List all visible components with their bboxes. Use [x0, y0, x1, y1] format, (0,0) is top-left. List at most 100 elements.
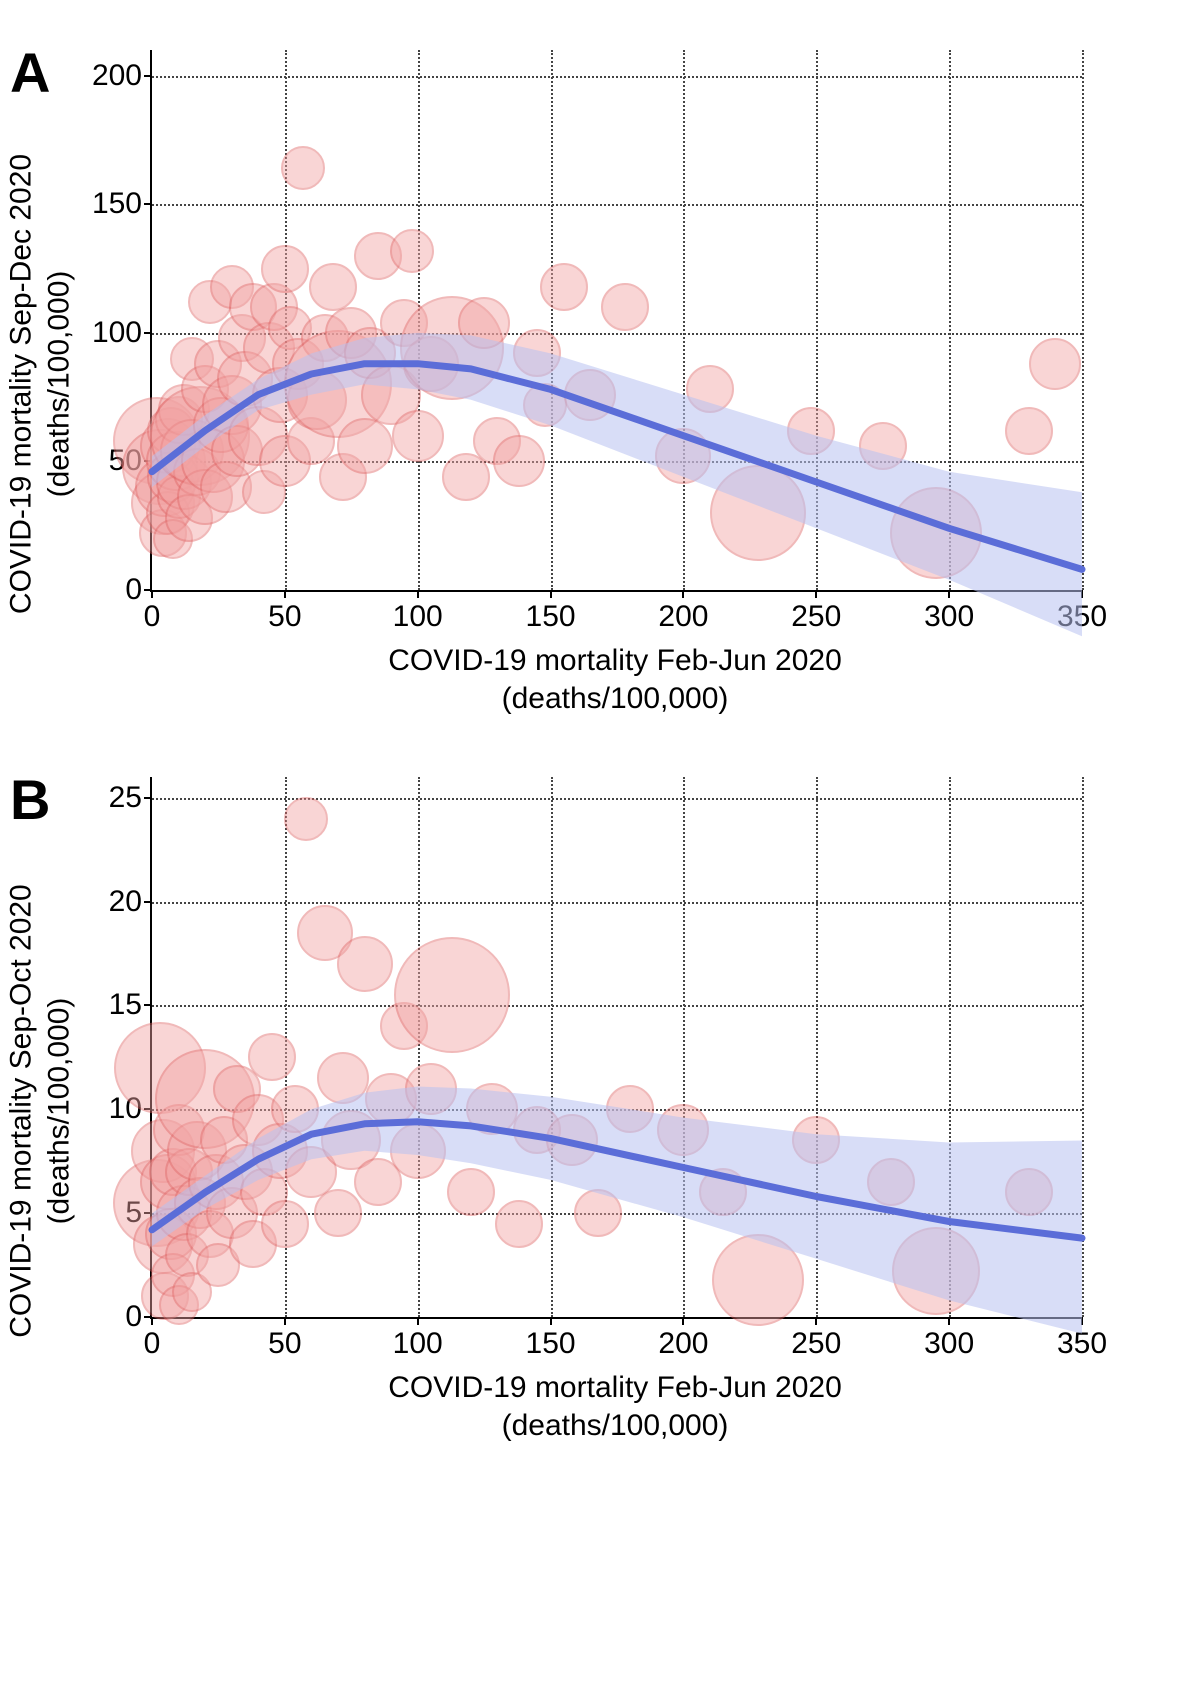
bubble — [859, 422, 907, 470]
tick-label-y: 0 — [125, 1300, 142, 1334]
tick-label-x: 300 — [924, 1327, 974, 1361]
figure-container: ACOVID-19 mortality Sep-Dec 2020(deaths/… — [20, 50, 1161, 1444]
tick-x — [1081, 590, 1083, 598]
tick-label-y: 150 — [92, 187, 142, 221]
y-axis-title: COVID-19 mortality Sep-Oct 2020(deaths/1… — [3, 884, 78, 1338]
tick-x — [948, 590, 950, 598]
bubble — [405, 1063, 457, 1115]
grid-v — [551, 50, 553, 590]
tick-label-x: 350 — [1057, 600, 1107, 634]
tick-label-x: 250 — [791, 600, 841, 634]
panel-label: A — [10, 40, 50, 105]
x-axis-title: COVID-19 mortality Feb-Jun 2020(deaths/1… — [150, 1369, 1080, 1444]
bubble — [574, 1189, 622, 1237]
bubble — [540, 263, 588, 311]
tick-label-y: 200 — [92, 59, 142, 93]
tick-y — [144, 203, 152, 205]
tick-label-x: 200 — [658, 1327, 708, 1361]
x-axis-title: COVID-19 mortality Feb-Jun 2020(deaths/1… — [150, 642, 1080, 717]
panel-B: BCOVID-19 mortality Sep-Oct 2020(deaths/… — [20, 777, 1161, 1444]
tick-x — [682, 1317, 684, 1325]
tick-x — [284, 1317, 286, 1325]
plot-area: 0510152025050100150200250300350 — [150, 777, 1082, 1319]
bubble — [248, 1033, 296, 1081]
bubble — [712, 1234, 804, 1326]
tick-label-y: 20 — [109, 885, 142, 919]
bubble — [867, 1158, 915, 1206]
tick-label-y: 100 — [92, 316, 142, 350]
bubble — [523, 383, 567, 427]
tick-x — [284, 590, 286, 598]
bubble — [657, 1104, 709, 1156]
bubble — [309, 263, 357, 311]
grid-v — [1082, 50, 1084, 590]
tick-label-x: 50 — [268, 600, 301, 634]
tick-y — [144, 75, 152, 77]
bubble — [390, 1123, 446, 1179]
grid-h — [152, 902, 1082, 904]
bubble — [392, 410, 444, 462]
tick-label-x: 100 — [393, 1327, 443, 1361]
tick-x — [948, 1317, 950, 1325]
grid-v — [816, 50, 818, 590]
grid-v — [418, 777, 420, 1317]
grid-h — [152, 1005, 1082, 1007]
tick-x — [550, 590, 552, 598]
tick-x — [1081, 1317, 1083, 1325]
bubble — [513, 329, 561, 377]
bubble — [314, 1189, 362, 1237]
tick-label-x: 0 — [144, 600, 161, 634]
tick-y — [144, 901, 152, 903]
bubble — [892, 1227, 980, 1315]
tick-label-x: 50 — [268, 1327, 301, 1361]
grid-v — [683, 777, 685, 1317]
bubble — [546, 1114, 598, 1166]
bubble — [699, 1168, 747, 1216]
grid-v — [1082, 777, 1084, 1317]
bubble — [271, 1085, 319, 1133]
bubble — [792, 1116, 840, 1164]
tick-x — [417, 590, 419, 598]
tick-label-x: 200 — [658, 600, 708, 634]
bubble — [394, 937, 510, 1053]
bubble — [493, 435, 545, 487]
tick-label-x: 250 — [791, 1327, 841, 1361]
tick-label-y: 0 — [125, 573, 142, 607]
tick-label-y: 25 — [109, 781, 142, 815]
bubble — [710, 465, 806, 561]
grid-v — [816, 777, 818, 1317]
panel-A: ACOVID-19 mortality Sep-Dec 2020(deaths/… — [20, 50, 1161, 717]
bubble — [601, 283, 649, 331]
grid-h — [152, 76, 1082, 78]
grid-h — [152, 798, 1082, 800]
bubble — [317, 1052, 369, 1104]
tick-label-x: 100 — [393, 600, 443, 634]
bubble — [1005, 1168, 1053, 1216]
bubble — [390, 229, 434, 273]
tick-label-x: 0 — [144, 1327, 161, 1361]
tick-x — [417, 1317, 419, 1325]
bubble — [261, 1200, 309, 1248]
bubble — [606, 1085, 654, 1133]
bubble — [890, 487, 982, 579]
bubble — [337, 936, 393, 992]
grid-h — [152, 204, 1082, 206]
tick-x — [682, 590, 684, 598]
grid-v — [683, 50, 685, 590]
plot-area: 050100150200050100150200250300350 — [150, 50, 1082, 592]
bubble — [284, 797, 328, 841]
tick-y — [144, 332, 152, 334]
y-axis-title: COVID-19 mortality Sep-Dec 2020(deaths/1… — [3, 153, 78, 613]
panel-label: B — [10, 767, 50, 832]
bubble — [458, 297, 510, 349]
tick-label-x: 350 — [1057, 1327, 1107, 1361]
tick-label-x: 150 — [526, 1327, 576, 1361]
tick-y — [144, 797, 152, 799]
bubble — [1005, 407, 1053, 455]
plot-wrap: COVID-19 mortality Sep-Oct 2020(deaths/1… — [150, 777, 1161, 1444]
plot-wrap: COVID-19 mortality Sep-Dec 2020(deaths/1… — [150, 50, 1161, 717]
bubble — [447, 1168, 495, 1216]
bubble — [261, 245, 309, 293]
bubble — [281, 146, 325, 190]
tick-label-x: 300 — [924, 600, 974, 634]
